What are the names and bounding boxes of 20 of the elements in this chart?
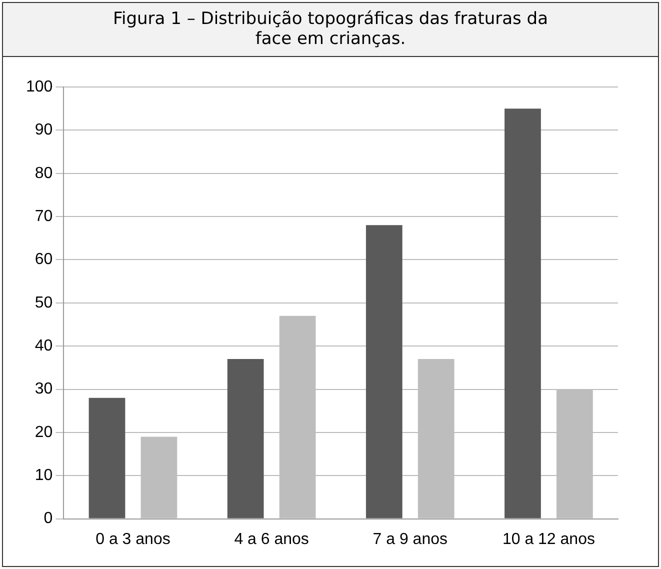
y-tick-label: 50 [34, 294, 53, 312]
x-tick-label: 10 a 12 anos [502, 530, 595, 548]
bar [88, 398, 126, 518]
y-tick-label: 30 [34, 380, 53, 398]
chart-title: Figura 1 – Distribuição topográficas das fraturas da face em crianças. [3, 3, 658, 57]
y-tick-label: 90 [34, 121, 53, 138]
y-tick-label: 100 [26, 78, 53, 96]
y-tick-label: 70 [34, 208, 53, 225]
y-tick-label: 80 [34, 164, 53, 182]
x-tick-label: 4 a 6 anos [234, 530, 309, 548]
y-tick-label: 40 [34, 337, 53, 354]
x-tick-label: 7 a 9 anos [372, 530, 448, 548]
bar [504, 108, 541, 518]
y-tick-label: 60 [34, 250, 53, 268]
y-tick-label: 10 [34, 466, 53, 484]
bar [366, 224, 402, 518]
bar [227, 358, 264, 518]
x-tick-label: 0 a 3 anos [96, 530, 170, 548]
y-tick-label: 0 [44, 510, 53, 527]
y-tick-label: 20 [34, 424, 53, 441]
